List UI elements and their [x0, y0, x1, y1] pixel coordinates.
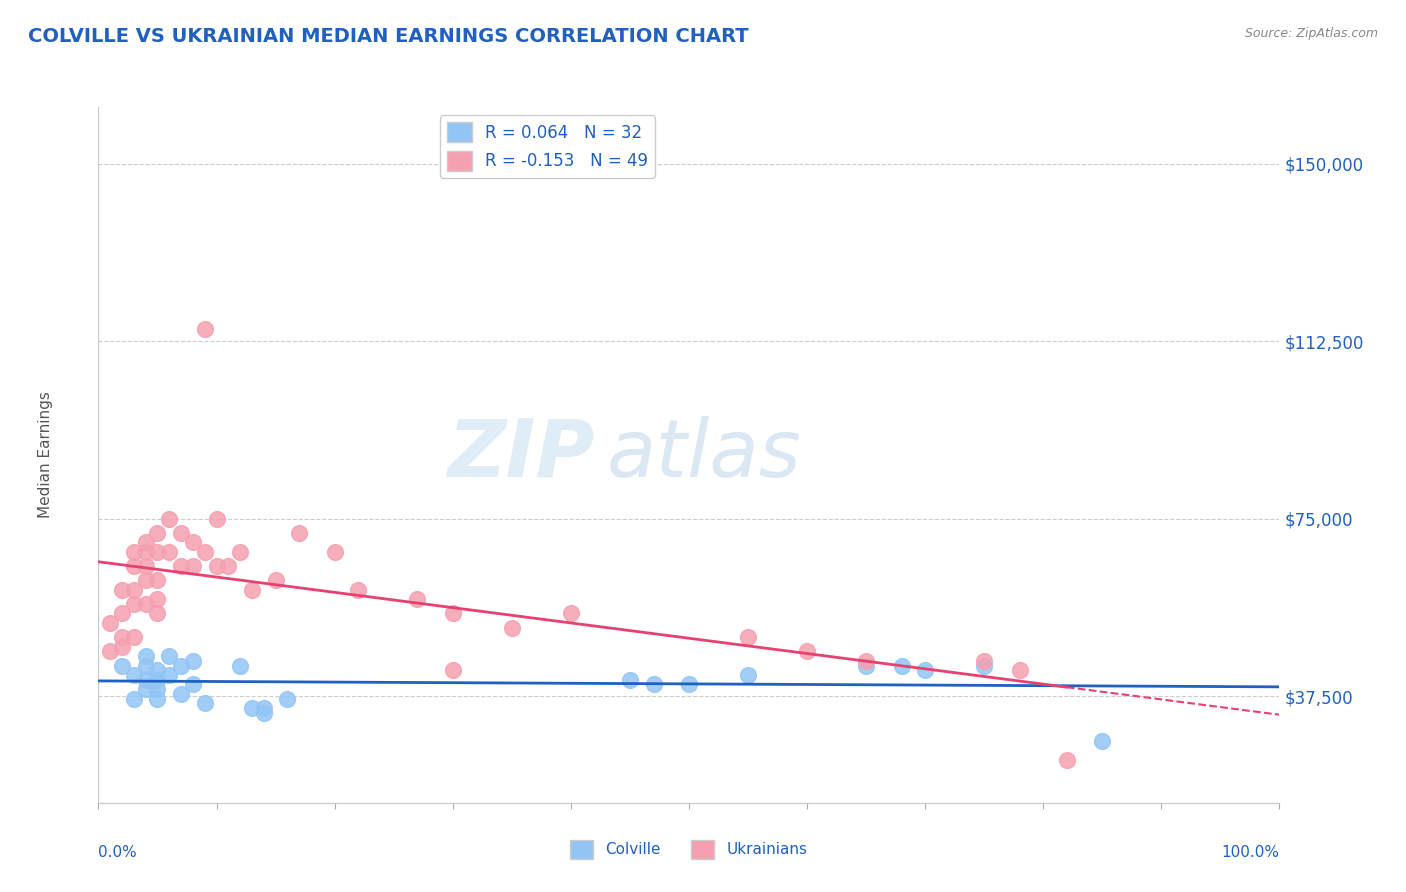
Text: atlas: atlas: [606, 416, 801, 494]
Point: [323, 545, 346, 559]
Point: [122, 668, 145, 682]
Point: [146, 663, 169, 677]
Point: [181, 535, 204, 549]
Point: [194, 545, 217, 559]
Point: [157, 545, 180, 559]
Text: Source: ZipAtlas.com: Source: ZipAtlas.com: [1244, 27, 1378, 40]
Text: ZIP: ZIP: [447, 416, 595, 494]
Point: [855, 658, 877, 673]
Point: [737, 668, 759, 682]
Point: [619, 673, 641, 687]
Point: [737, 630, 759, 644]
Point: [111, 607, 134, 621]
Point: [1091, 734, 1114, 748]
Point: [135, 545, 157, 559]
Point: [146, 682, 169, 697]
Point: [264, 574, 287, 588]
Point: [181, 677, 204, 691]
Point: [678, 677, 700, 691]
Point: [170, 687, 193, 701]
Point: [890, 658, 912, 673]
Point: [347, 582, 370, 597]
Point: [146, 607, 169, 621]
Point: [406, 592, 429, 607]
Point: [122, 545, 145, 559]
Text: Median Earnings: Median Earnings: [38, 392, 53, 518]
Point: [135, 673, 157, 687]
Point: [560, 607, 582, 621]
Point: [135, 574, 157, 588]
Point: [146, 673, 169, 687]
Point: [135, 597, 157, 611]
Point: [441, 663, 464, 677]
Point: [135, 649, 157, 664]
Point: [1056, 753, 1078, 767]
Point: [796, 644, 818, 658]
Point: [157, 668, 180, 682]
Point: [288, 526, 311, 541]
Point: [98, 615, 121, 630]
Point: [122, 582, 145, 597]
Point: [111, 640, 134, 654]
Point: [643, 677, 665, 691]
Point: [157, 512, 180, 526]
Point: [146, 526, 169, 541]
Point: [205, 559, 228, 574]
Point: [135, 658, 157, 673]
Point: [194, 697, 217, 711]
Text: COLVILLE VS UKRAINIAN MEDIAN EARNINGS CORRELATION CHART: COLVILLE VS UKRAINIAN MEDIAN EARNINGS CO…: [28, 27, 749, 45]
Legend: Colville, Ukrainians: Colville, Ukrainians: [564, 834, 814, 864]
Point: [135, 559, 157, 574]
Point: [253, 701, 276, 715]
Point: [240, 582, 263, 597]
Point: [122, 559, 145, 574]
Text: 0.0%: 0.0%: [98, 845, 138, 860]
Point: [111, 582, 134, 597]
Point: [229, 658, 252, 673]
Point: [501, 621, 523, 635]
Point: [111, 658, 134, 673]
Point: [170, 526, 193, 541]
Point: [146, 691, 169, 706]
Point: [194, 322, 217, 336]
Point: [229, 545, 252, 559]
Point: [122, 691, 145, 706]
Text: 100.0%: 100.0%: [1222, 845, 1279, 860]
Point: [205, 512, 228, 526]
Point: [973, 654, 995, 668]
Point: [441, 607, 464, 621]
Point: [914, 663, 936, 677]
Point: [276, 691, 298, 706]
Point: [157, 649, 180, 664]
Point: [111, 630, 134, 644]
Point: [973, 658, 995, 673]
Point: [146, 574, 169, 588]
Point: [122, 630, 145, 644]
Point: [170, 559, 193, 574]
Point: [253, 706, 276, 720]
Point: [122, 597, 145, 611]
Point: [98, 644, 121, 658]
Point: [217, 559, 239, 574]
Point: [135, 682, 157, 697]
Point: [170, 658, 193, 673]
Point: [181, 654, 204, 668]
Point: [181, 559, 204, 574]
Point: [855, 654, 877, 668]
Point: [135, 535, 157, 549]
Point: [146, 592, 169, 607]
Point: [146, 545, 169, 559]
Point: [1008, 663, 1031, 677]
Point: [240, 701, 263, 715]
